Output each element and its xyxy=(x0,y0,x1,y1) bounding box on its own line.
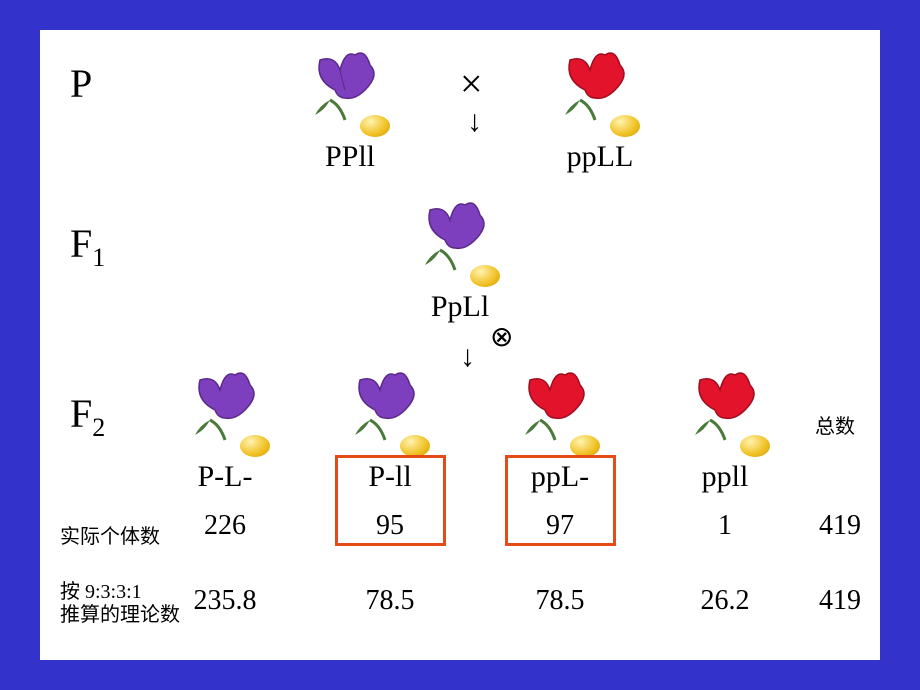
f2-pollen-2-icon xyxy=(570,435,600,457)
f1-genotype: PpLl xyxy=(400,290,520,324)
cross-symbol: × xyxy=(460,60,483,107)
actual-total: 419 xyxy=(805,510,875,542)
label-F1-sub: 1 xyxy=(92,243,105,272)
f2-genotype-3: ppll xyxy=(660,460,790,494)
theory-row-label-2: 推算的理论数 xyxy=(60,598,180,627)
f2-actual-1: 95 xyxy=(335,510,445,542)
total-label: 总数 xyxy=(815,410,855,439)
f2-pollen-0-icon xyxy=(240,435,270,457)
f2-theory-2: 78.5 xyxy=(505,585,615,617)
self-cross-symbol: ⊗ xyxy=(490,320,513,354)
f2-actual-0: 226 xyxy=(170,510,280,542)
f2-actual-3: 1 xyxy=(670,510,780,542)
label-F2-sub: 2 xyxy=(92,413,105,442)
parent-right-genotype: ppLL xyxy=(540,140,660,174)
f2-genotype-1: P-ll xyxy=(325,460,455,494)
diagram-canvas: P F1 F2 PPll × ↓ ppLL PpLl ⊗ ↓ xyxy=(40,30,880,660)
theory-total: 419 xyxy=(805,585,875,617)
label-F1-text: F xyxy=(70,221,92,266)
parent-left-genotype: PPll xyxy=(290,140,410,174)
f2-genotype-0: P-L- xyxy=(160,460,290,494)
f2-theory-1: 78.5 xyxy=(335,585,445,617)
arrow-f1-f2: ↓ xyxy=(460,340,475,374)
f2-theory-0: 235.8 xyxy=(170,585,280,617)
label-F2-text: F xyxy=(70,391,92,436)
f2-genotype-2: ppL- xyxy=(495,460,625,494)
actual-row-label: 实际个体数 xyxy=(60,520,160,549)
label-F1: F1 xyxy=(70,220,105,273)
f2-pollen-1-icon xyxy=(400,435,430,457)
f1-pollen-icon xyxy=(470,265,500,287)
f2-actual-2: 97 xyxy=(505,510,615,542)
label-F2: F2 xyxy=(70,390,105,443)
parent-right-pollen-icon xyxy=(610,115,640,137)
parent-left-pollen-icon xyxy=(360,115,390,137)
label-P: P xyxy=(70,60,92,107)
f2-theory-3: 26.2 xyxy=(670,585,780,617)
arrow-p-f1: ↓ xyxy=(467,105,482,139)
f2-pollen-3-icon xyxy=(740,435,770,457)
